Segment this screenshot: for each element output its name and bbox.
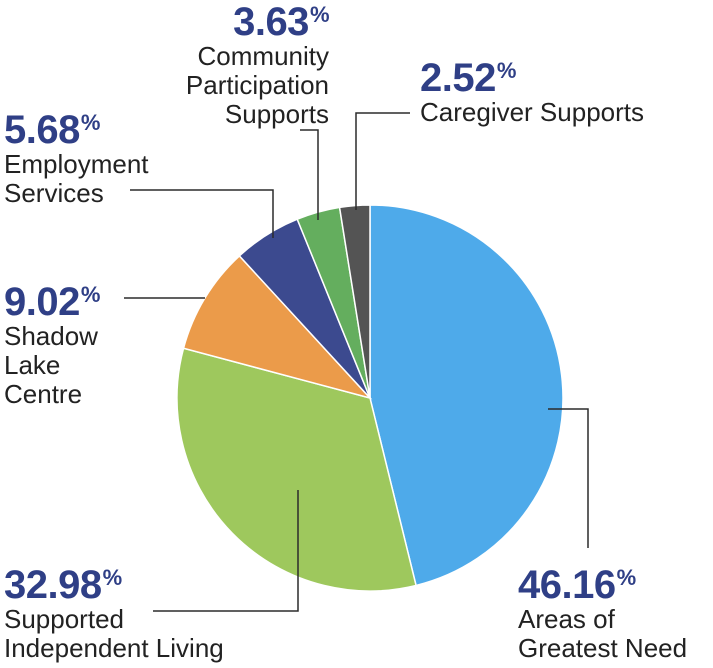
pie-slice-areas-of-greatest-need (369, 204, 564, 587)
name-community-participation-supports: Community Participation Supports (185, 41, 329, 129)
label-community-participation-supports: 3.63% Community Participation Supports (185, 0, 330, 129)
name-areas-of-greatest-need: Areas of Greatest Need (518, 604, 688, 663)
name-employment-services: Employment Services (4, 149, 149, 208)
leader-line-caregiver-supports (355, 112, 410, 210)
leader-line-areas-of-greatest-need (548, 408, 589, 548)
value-shadow-lake-centre: 9.02% (4, 280, 100, 324)
label-employment-services: 5.68% Employment Services (4, 110, 149, 208)
leader-line-employment-services (130, 189, 274, 238)
pie-slice-caregiver-supports (338, 204, 371, 399)
value-employment-services: 5.68% (4, 108, 100, 152)
value-supported-independent-living: 32.98% (4, 563, 122, 607)
leader-line-supported-independent-living (153, 490, 299, 612)
value-community-participation-supports: 3.63% (233, 0, 329, 44)
value-caregiver-supports: 2.52% (420, 56, 516, 100)
name-shadow-lake-centre: Shadow Lake Centre (4, 321, 98, 409)
value-areas-of-greatest-need: 46.16% (518, 563, 636, 607)
label-shadow-lake-centre: 9.02% Shadow Lake Centre (4, 282, 100, 409)
pie-slice-supported-independent-living (176, 347, 417, 592)
label-areas-of-greatest-need: 46.16% Areas of Greatest Need (518, 565, 687, 663)
leader-line-community-participation-supports (300, 129, 319, 220)
name-caregiver-supports: Caregiver Supports (420, 97, 644, 127)
label-caregiver-supports: 2.52% Caregiver Supports (420, 58, 644, 127)
name-supported-independent-living: Supported Independent Living (4, 604, 224, 663)
label-supported-independent-living: 32.98% Supported Independent Living (4, 565, 224, 663)
